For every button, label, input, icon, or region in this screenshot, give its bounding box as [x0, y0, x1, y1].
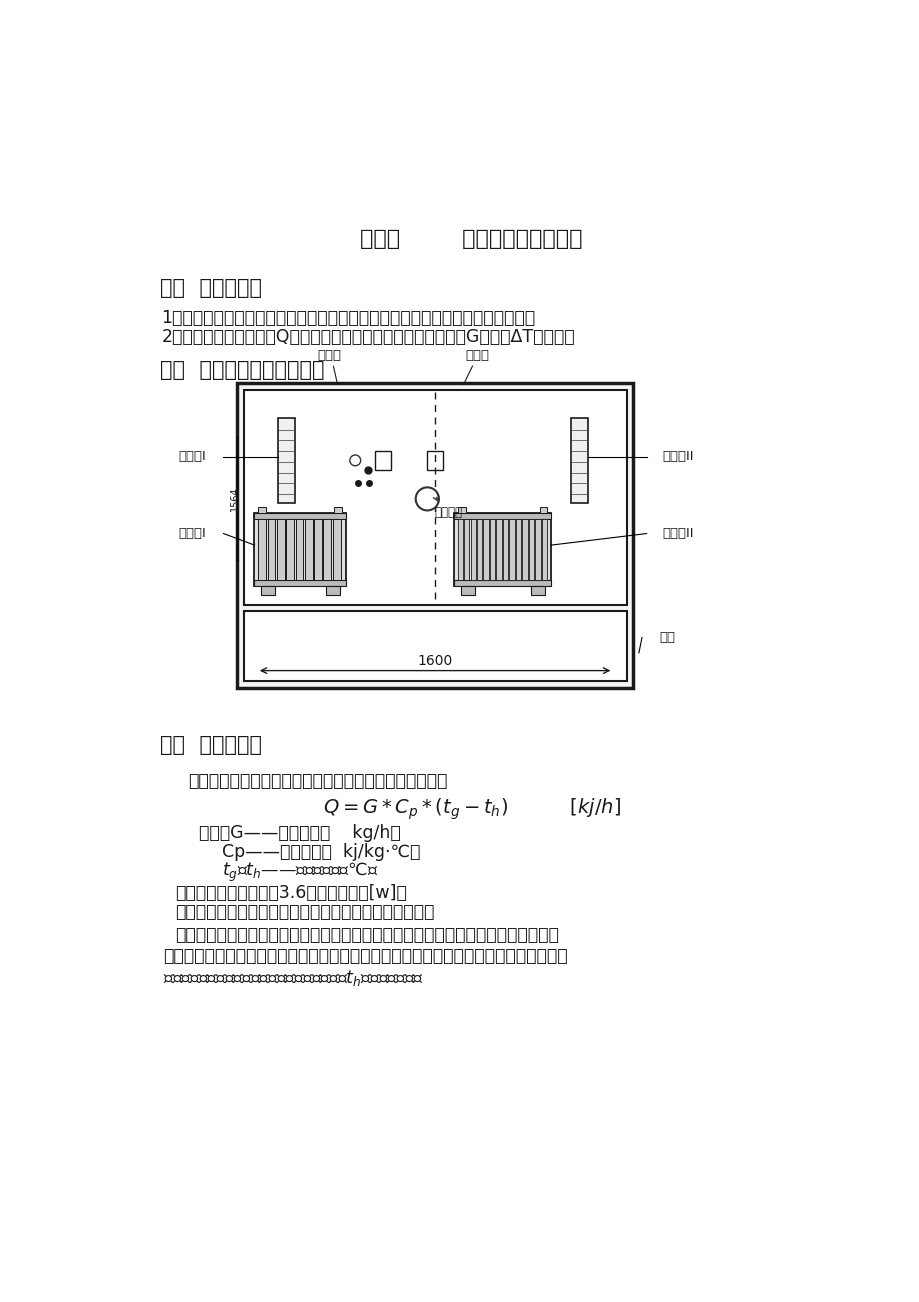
Bar	[244, 389, 626, 605]
Bar	[454, 513, 550, 586]
Bar	[503, 519, 507, 579]
Bar	[267, 519, 275, 579]
Bar	[258, 506, 266, 513]
Text: 2、测定散热器的散热量Q，计算分析散热器的散热量与热媒流量G和温差ΔT的关系。: 2、测定散热器的散热量Q，计算分析散热器的散热量与热媒流量G和温差ΔT的关系。	[162, 328, 574, 346]
Text: 1600: 1600	[417, 654, 452, 668]
Bar	[313, 519, 322, 579]
Text: Cp——水的比热，  kj/kg·℃；: Cp——水的比热， kj/kg·℃；	[221, 844, 420, 861]
Circle shape	[349, 454, 360, 466]
Bar	[539, 506, 547, 513]
Bar	[237, 383, 632, 687]
Bar	[463, 519, 469, 579]
Text: 流量计I: 流量计I	[178, 450, 206, 464]
Text: 散热器I: 散热器I	[178, 527, 206, 540]
Bar	[530, 586, 545, 595]
Bar	[516, 519, 520, 579]
Text: 式中：G——热媒流量，    kg/h；: 式中：G——热媒流量， kg/h；	[199, 824, 400, 842]
Bar	[541, 519, 547, 579]
Bar	[277, 519, 284, 579]
Circle shape	[415, 487, 438, 510]
Bar	[334, 506, 342, 513]
Bar	[535, 519, 540, 579]
Bar	[260, 586, 275, 595]
Bar	[304, 519, 312, 579]
Bar	[457, 519, 462, 579]
Text: 流量计II: 流量计II	[661, 450, 693, 464]
Bar	[278, 418, 294, 503]
Text: 上式计算所得热量除以3.6即可换算成瓦[w]。: 上式计算所得热量除以3.6即可换算成瓦[w]。	[176, 884, 407, 902]
Text: 一、  实验目的：: 一、 实验目的：	[160, 277, 262, 298]
Text: 调节器: 调节器	[465, 349, 489, 362]
Text: 由于实验条件所限，在实验中应尽量减少室内温度波动。: 由于实验条件所限，在实验中应尽量减少室内温度波动。	[176, 904, 435, 921]
Text: 本实验的实验原理是在稳定条件下测出散热器的散热量：: 本实验的实验原理是在稳定条件下测出散热器的散热量：	[188, 772, 448, 790]
Bar	[470, 519, 475, 579]
Bar	[496, 519, 501, 579]
Bar	[255, 579, 346, 586]
Text: $t_g$、$t_h$——供回水温度，℃。: $t_g$、$t_h$——供回水温度，℃。	[221, 861, 378, 884]
Text: 温控补水: 温控补水	[434, 506, 461, 519]
Bar	[323, 519, 331, 579]
Bar	[460, 586, 474, 595]
Bar	[454, 579, 550, 586]
Bar	[476, 519, 482, 579]
Bar	[286, 519, 294, 579]
Bar	[522, 519, 528, 579]
Bar	[255, 513, 346, 586]
Text: 固定温度点，经其传热将一部分热量散入房间、降低温度后的回水通过转子流量计流入低: 固定温度点，经其传热将一部分热量散入房间、降低温度后的回水通过转子流量计流入低	[163, 947, 567, 965]
Bar	[255, 513, 346, 519]
Bar	[454, 513, 550, 519]
Bar	[375, 452, 391, 470]
Bar	[426, 452, 442, 470]
Text: 三、  实验原理：: 三、 实验原理：	[160, 736, 262, 755]
Text: $Q=G*C_p*(t_g-t_h)$          $[kj/h]$: $Q=G*C_p*(t_g-t_h)$ $[kj/h]$	[323, 797, 619, 823]
Text: 1564: 1564	[230, 487, 240, 512]
Text: 水箱: 水箱	[659, 631, 675, 644]
Bar	[244, 611, 626, 681]
Bar	[528, 519, 534, 579]
Bar	[570, 418, 587, 503]
Text: 控温器: 控温器	[316, 349, 341, 362]
Bar	[482, 519, 488, 579]
Bar	[333, 519, 340, 579]
Bar	[258, 519, 266, 579]
Bar	[490, 519, 494, 579]
Text: 1、通过实验了解散热器热工性能测定方法及低温水散热器热工实验装置的结构；: 1、通过实验了解散热器热工性能测定方法及低温水散热器热工实验装置的结构；	[162, 309, 535, 327]
Text: 水箱内的热水由循环水泵打入散热器，经电加热器加热并由温控器控制其温度在某一: 水箱内的热水由循环水泵打入散热器，经电加热器加热并由温控器控制其温度在某一	[176, 926, 559, 944]
Text: 散热器II: 散热器II	[661, 527, 693, 540]
Bar	[458, 506, 466, 513]
Text: 实验一        散热器热工性能实验: 实验一 散热器热工性能实验	[360, 229, 582, 250]
Bar	[509, 519, 514, 579]
Bar	[325, 586, 339, 595]
Bar	[295, 519, 303, 579]
Text: 二、  实验装置：（见附图）: 二、 实验装置：（见附图）	[160, 361, 324, 380]
Text: 位水箱。流量计计量出流经每个散热器在温度为$t_h$时的体积流量。: 位水箱。流量计计量出流经每个散热器在温度为$t_h$时的体积流量。	[163, 967, 424, 988]
